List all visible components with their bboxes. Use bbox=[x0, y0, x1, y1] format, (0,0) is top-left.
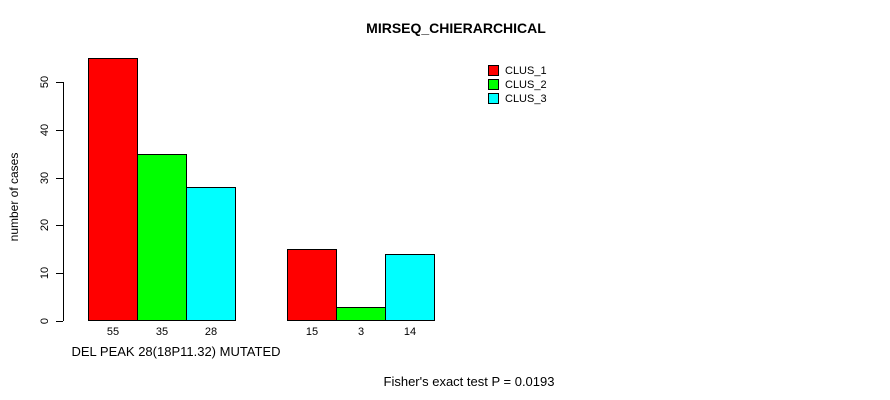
bar-value-label: 35 bbox=[155, 326, 169, 338]
y-axis-label: number of cases bbox=[7, 152, 21, 242]
legend: CLUS_1 CLUS_2 CLUS_3 bbox=[488, 64, 547, 106]
legend-row-clus_2: CLUS_2 bbox=[488, 78, 547, 91]
bar-value-label: 55 bbox=[106, 326, 120, 338]
legend-swatch-clus_3 bbox=[488, 93, 499, 104]
bar-value-label: 14 bbox=[403, 326, 417, 338]
bar-clus_1-group2 bbox=[287, 249, 337, 321]
chart-title: MIRSEQ_CHIERARCHICAL bbox=[366, 20, 546, 36]
y-axis-tick bbox=[56, 129, 63, 131]
fisher-test-annotation: Fisher's exact test P = 0.0193 bbox=[383, 374, 555, 389]
legend-label: CLUS_1 bbox=[505, 64, 547, 77]
y-axis-tick bbox=[56, 321, 63, 322]
legend-label: CLUS_2 bbox=[505, 78, 547, 91]
y-axis-tick-label: 30 bbox=[39, 171, 51, 184]
y-axis-tick bbox=[56, 177, 63, 179]
bar-clus_3-group2 bbox=[385, 254, 435, 321]
y-axis-tick bbox=[56, 273, 63, 275]
legend-swatch-clus_2 bbox=[488, 79, 499, 90]
y-axis-tick-label: 0 bbox=[39, 317, 51, 325]
y-axis-tick bbox=[56, 225, 63, 227]
y-axis-line bbox=[63, 82, 64, 321]
y-axis-tick-label: 10 bbox=[39, 267, 51, 280]
legend-row-clus_3: CLUS_3 bbox=[488, 92, 547, 105]
legend-swatch-clus_1 bbox=[488, 65, 499, 76]
bar-clus_3-group1 bbox=[186, 187, 236, 321]
x-axis-label: DEL PEAK 28(18P11.32) MUTATED bbox=[71, 344, 281, 359]
legend-label: CLUS_3 bbox=[505, 92, 547, 105]
bar-clus_1-group1 bbox=[88, 58, 138, 321]
bar-clus_2-group1 bbox=[137, 153, 187, 321]
bar-value-label: 15 bbox=[305, 326, 319, 338]
bar-value-label: 28 bbox=[204, 326, 218, 338]
y-axis-tick-label: 20 bbox=[39, 219, 51, 232]
y-axis-tick-label: 50 bbox=[39, 75, 51, 89]
legend-row-clus_1: CLUS_1 bbox=[488, 64, 547, 77]
y-axis-tick-label: 40 bbox=[39, 123, 51, 136]
bar-value-label: 3 bbox=[357, 326, 365, 338]
y-axis-tick bbox=[56, 82, 63, 83]
bar-clus_2-group2 bbox=[336, 306, 386, 321]
